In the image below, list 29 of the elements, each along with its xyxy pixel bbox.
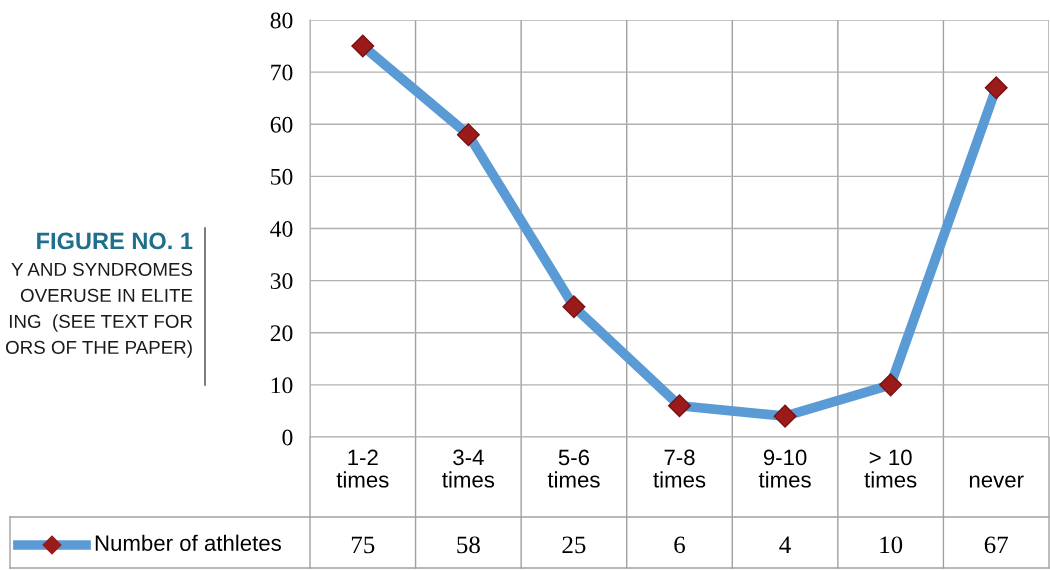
y-tick-label: 20	[270, 325, 293, 342]
y-tick-label: 50	[271, 168, 293, 185]
data-label: 4	[779, 536, 791, 554]
text: FIGURE NO. 1	[37, 232, 193, 250]
x-tick-label: 1-2 times	[336, 449, 389, 488]
data-label: 10	[880, 536, 903, 554]
data-label: 75	[351, 536, 375, 554]
text: ORS OF THE PAPER)	[5, 340, 192, 358]
x-tick-label: 9-10 times	[758, 449, 811, 488]
legend-label: Number of athletes	[95, 534, 281, 551]
y-tick-label: 70	[271, 64, 293, 81]
text: ING (SEE TEXT FOR	[9, 314, 193, 332]
data-label: 6	[674, 536, 685, 554]
text: OVERUSE IN ELITE	[20, 288, 193, 303]
y-tick-label: 0	[282, 429, 293, 446]
x-tick-label: 5-6 times	[547, 449, 600, 488]
y-tick-label: 40	[270, 220, 293, 237]
x-tick-label: 3-4 times	[442, 449, 495, 488]
y-tick-label: 10	[271, 377, 293, 394]
y-tick-label: 30	[270, 273, 293, 290]
data-label: 58	[457, 536, 480, 554]
data-label: 67	[984, 536, 1008, 554]
data-label: 25	[562, 536, 586, 554]
x-tick-label: 7-8 times	[653, 449, 706, 488]
y-tick-label: 60	[270, 116, 293, 133]
text: Y AND SYNDROMES	[11, 262, 193, 277]
x-tick-label: never	[969, 475, 1024, 488]
y-tick-label: 80	[270, 12, 293, 29]
x-tick-label: > 10 times	[864, 449, 917, 488]
